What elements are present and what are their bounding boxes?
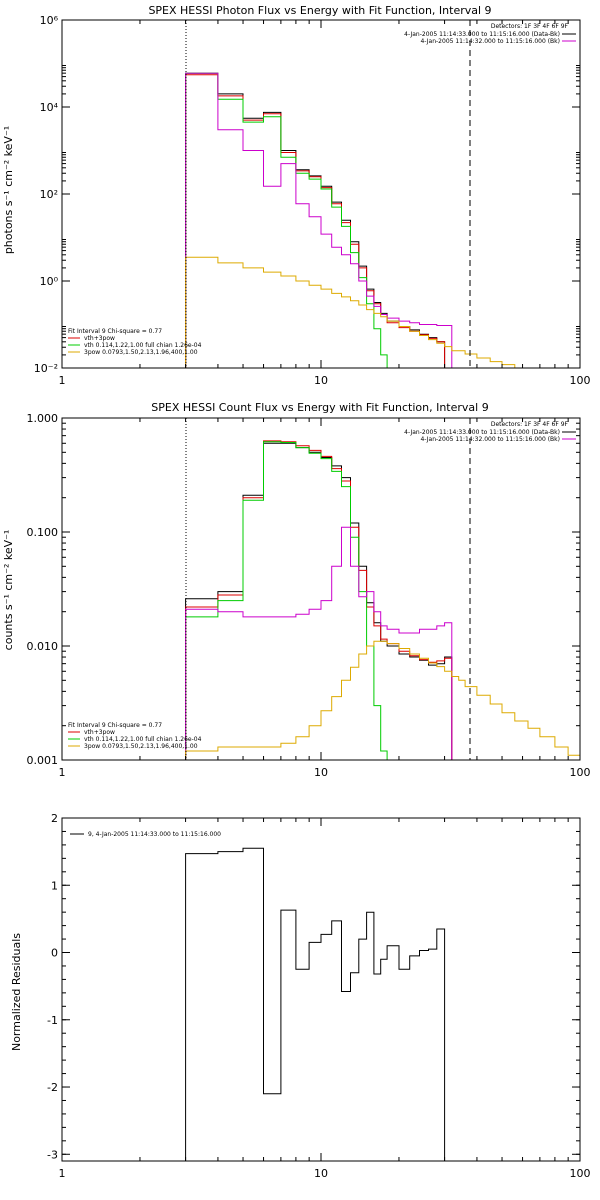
count-flux-fit-line-red: vth+3pow [84, 729, 115, 736]
residuals-x-tick-label: 10 [314, 1167, 328, 1180]
residuals-y-tick-label: 1 [51, 879, 58, 892]
count-flux-panel: SPEX HESSI Count Flux vs Energy with Fit… [2, 401, 591, 779]
count-flux-title: SPEX HESSI Count Flux vs Energy with Fit… [151, 401, 488, 414]
photon-flux-plot-frame [61, 19, 581, 369]
photon-flux-y-tick-label: 10² [40, 188, 58, 201]
photon-flux-ticks: 1 10 100 10⁻² 10⁰ 10² 10⁴ 10⁶ [34, 14, 591, 387]
count-flux-y-axis-label: counts s⁻¹ cm⁻² keV⁻¹ [2, 530, 15, 651]
residuals-y-axis-label: Normalized Residuals [10, 933, 23, 1051]
count-flux-legend: 4-Jan-2005 11:14:33.000 to 11:15:16.000 … [404, 429, 576, 443]
photon-flux-panel: SPEX HESSI Photon Flux vs Energy with Fi… [2, 4, 591, 387]
residuals-ticks: 1 10 100 -3 -2 -1 0 1 2 [47, 812, 590, 1180]
residuals-y-tick-label: 0 [51, 947, 58, 960]
residuals-series [185, 847, 446, 1161]
photon-flux-series [185, 72, 555, 369]
count-flux-series-3pow-0-0793-1-50-2-13-1-96-400-1-00 [185, 640, 581, 760]
count-flux-legend-bk: 4-Jan-2005 11:14:32.000 to 11:15:16.000 … [420, 436, 560, 443]
residuals-y-tick-label: 2 [51, 812, 58, 825]
count-flux-series [185, 440, 581, 760]
count-flux-ticks: 1 10 100 0.001 0.010 0.100 1.000 [27, 412, 591, 779]
photon-flux-title: SPEX HESSI Photon Flux vs Energy with Fi… [148, 4, 491, 17]
photon-flux-y-axis-label: photons s⁻¹ cm⁻² keV⁻¹ [2, 126, 15, 254]
count-flux-x-tick-label: 10 [314, 766, 328, 779]
residuals-x-tick-label: 100 [570, 1167, 591, 1180]
photon-flux-fit-line-green: vth 0.114,1.22,1.00 full chian 1.26e-04 [84, 342, 202, 349]
count-flux-series-vth-0-114-1-22-1-00-full-chian-1-26e-04 [185, 441, 388, 760]
residuals-panel: Normalized Residuals 1 10 100 -3 -2 -1 0 1 2 9, … [10, 812, 591, 1180]
photon-flux-fit-line-red: vth+3pow [84, 335, 115, 342]
residuals-y-tick-label: -3 [47, 1148, 58, 1161]
photon-flux-detectors: Detectors: 1F 3F 4F 6F 9F [491, 23, 569, 30]
residuals-series-9-4-jan-2005-11-14-33-000-to-11-15-16-00 [185, 847, 446, 1161]
residuals-legend: 9, 4-Jan-2005 11:14:33.000 to 11:15:16.0… [70, 831, 221, 838]
photon-flux-series-4-jan-2005-11-14-33-000-to-11-15-16-000- [185, 72, 446, 368]
count-flux-y-tick-label: 0.100 [27, 526, 59, 539]
count-flux-fit-legend: Fit Interval 9 Chi-square = 0.77 vth+3po… [68, 722, 202, 750]
residuals-plot-frame [61, 817, 581, 1162]
count-flux-detectors: Detectors: 1F 3F 4F 6F 9F [491, 421, 569, 428]
photon-flux-series-vth-3pow [185, 74, 446, 368]
count-flux-y-tick-label: 1.000 [27, 412, 59, 425]
photon-flux-series-4-jan-2005-11-14-32-000-to-11-15-16-000- [185, 72, 453, 368]
count-flux-legend-data: 4-Jan-2005 11:14:33.000 to 11:15:16.000 … [404, 429, 560, 436]
residuals-x-tick-label: 1 [59, 1167, 66, 1180]
photon-flux-fit-legend: Fit Interval 9 Chi-square = 0.77 vth+3po… [68, 328, 202, 356]
count-flux-series-4-jan-2005-11-14-32-000-to-11-15-16-000- [185, 526, 453, 760]
count-flux-x-tick-label: 1 [59, 766, 66, 779]
photon-flux-series-vth-0-114-1-22-1-00-full-chian-1-26e-04 [185, 72, 410, 369]
count-flux-x-tick-label: 100 [570, 766, 591, 779]
count-flux-y-tick-label: 0.001 [27, 754, 59, 767]
photon-flux-legend-bk: 4-Jan-2005 11:14:32.000 to 11:15:16.000 … [420, 38, 560, 45]
photon-flux-x-tick-label: 100 [570, 374, 591, 387]
residuals-y-tick-label: -1 [47, 1014, 58, 1027]
photon-flux-x-tick-label: 1 [59, 374, 66, 387]
count-flux-fit-line-green: vth 0.114,1.22,1.00 full chian 1.26e-04 [84, 736, 202, 743]
count-flux-series-4-jan-2005-11-14-33-000-to-11-15-16-000- [185, 442, 453, 760]
residuals-y-tick-label: -2 [47, 1081, 58, 1094]
photon-flux-y-tick-label: 10⁶ [40, 14, 59, 27]
photon-flux-legend-data: 4-Jan-2005 11:14:33.000 to 11:15:16.000 … [404, 31, 560, 38]
photon-flux-y-tick-label: 10⁰ [40, 275, 59, 288]
photon-flux-y-tick-label: 10⁻² [34, 362, 58, 375]
photon-flux-y-tick-label: 10⁴ [40, 101, 59, 114]
residuals-legend-label: 9, 4-Jan-2005 11:14:33.000 to 11:15:16.0… [88, 831, 221, 838]
photon-flux-series-3pow-0-0793-1-50-2-13-1-96-400-1-00 [185, 256, 555, 369]
count-flux-fit-header: Fit Interval 9 Chi-square = 0.77 [68, 722, 162, 729]
count-flux-fit-line-yellow: 3pow 0.0793,1.50,2.13,1.96,400,1.00 [84, 743, 198, 750]
count-flux-y-tick-label: 0.010 [27, 640, 59, 653]
photon-flux-fit-line-yellow: 3pow 0.0793,1.50,2.13,1.96,400,1.00 [84, 349, 198, 356]
photon-flux-legend: 4-Jan-2005 11:14:33.000 to 11:15:16.000 … [404, 31, 576, 45]
photon-flux-fit-header: Fit Interval 9 Chi-square = 0.77 [68, 328, 162, 335]
photon-flux-x-tick-label: 10 [314, 374, 328, 387]
